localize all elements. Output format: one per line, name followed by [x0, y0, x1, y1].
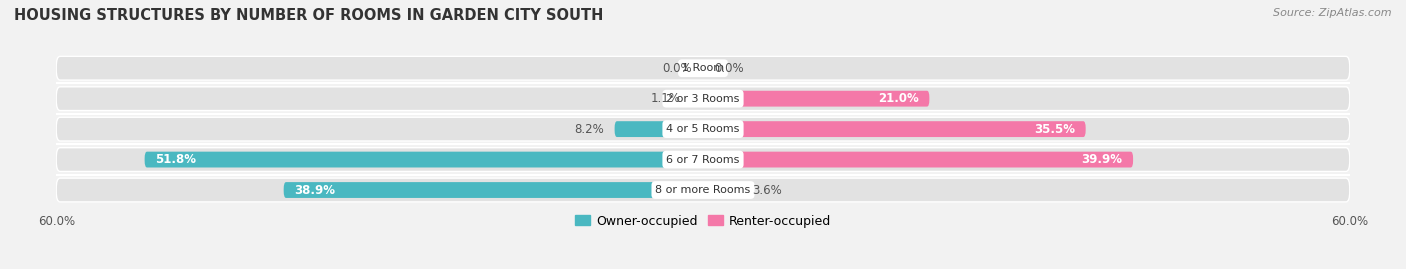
- Text: 39.9%: 39.9%: [1081, 153, 1122, 166]
- Text: Source: ZipAtlas.com: Source: ZipAtlas.com: [1274, 8, 1392, 18]
- FancyBboxPatch shape: [703, 60, 720, 76]
- FancyBboxPatch shape: [614, 121, 703, 137]
- FancyBboxPatch shape: [56, 87, 1350, 111]
- Text: 21.0%: 21.0%: [877, 92, 918, 105]
- Text: 0.0%: 0.0%: [714, 62, 744, 75]
- Text: 0.0%: 0.0%: [662, 62, 692, 75]
- FancyBboxPatch shape: [703, 91, 929, 107]
- FancyBboxPatch shape: [703, 182, 742, 198]
- FancyBboxPatch shape: [692, 91, 703, 107]
- Text: 8 or more Rooms: 8 or more Rooms: [655, 185, 751, 195]
- FancyBboxPatch shape: [703, 121, 1085, 137]
- Text: 2 or 3 Rooms: 2 or 3 Rooms: [666, 94, 740, 104]
- FancyBboxPatch shape: [56, 178, 1350, 202]
- Text: 35.5%: 35.5%: [1033, 123, 1074, 136]
- Text: 1 Room: 1 Room: [682, 63, 724, 73]
- Text: 3.6%: 3.6%: [752, 183, 782, 197]
- Text: 1.1%: 1.1%: [651, 92, 681, 105]
- Text: 4 or 5 Rooms: 4 or 5 Rooms: [666, 124, 740, 134]
- FancyBboxPatch shape: [145, 152, 703, 168]
- FancyBboxPatch shape: [688, 60, 703, 76]
- FancyBboxPatch shape: [703, 152, 1133, 168]
- FancyBboxPatch shape: [284, 182, 703, 198]
- Legend: Owner-occupied, Renter-occupied: Owner-occupied, Renter-occupied: [569, 210, 837, 233]
- Text: 51.8%: 51.8%: [156, 153, 197, 166]
- Text: 38.9%: 38.9%: [294, 183, 336, 197]
- Text: 8.2%: 8.2%: [574, 123, 603, 136]
- FancyBboxPatch shape: [56, 117, 1350, 141]
- FancyBboxPatch shape: [56, 148, 1350, 171]
- Text: HOUSING STRUCTURES BY NUMBER OF ROOMS IN GARDEN CITY SOUTH: HOUSING STRUCTURES BY NUMBER OF ROOMS IN…: [14, 8, 603, 23]
- Text: 6 or 7 Rooms: 6 or 7 Rooms: [666, 155, 740, 165]
- FancyBboxPatch shape: [56, 56, 1350, 80]
